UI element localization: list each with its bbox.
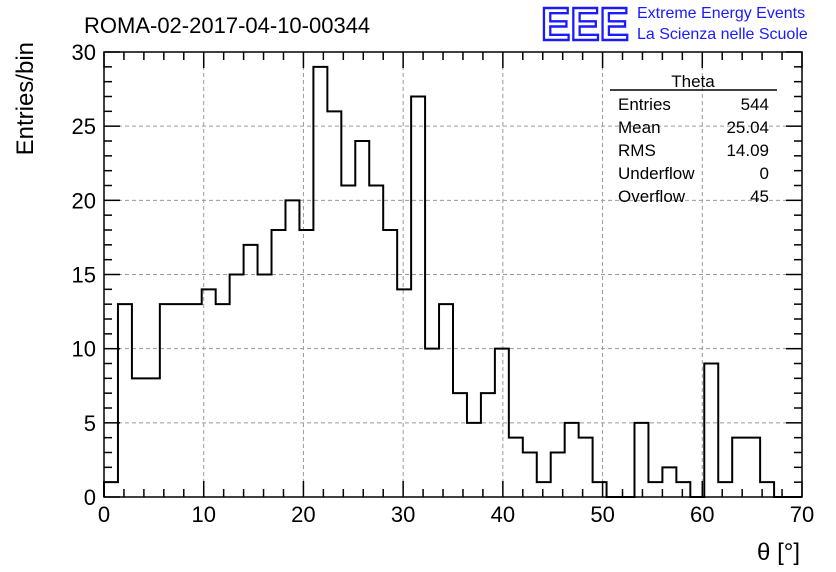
- x-axis-label: θ [°]: [757, 539, 800, 566]
- y-axis-tick-labels: 0 5 10 15 20 25 30: [72, 40, 96, 510]
- chart-title: ROMA-02-2017-04-10-00344: [84, 13, 370, 38]
- y-tick-label: 0: [84, 485, 96, 510]
- x-tick-label: 60: [690, 502, 714, 527]
- stats-value-entries: 544: [741, 95, 769, 114]
- stats-label-entries: Entries: [618, 95, 671, 114]
- grid-lines: [104, 52, 802, 497]
- histogram-outline: [103, 65, 802, 498]
- stats-label-underflow: Underflow: [618, 164, 695, 183]
- x-tick-label: 10: [191, 502, 215, 527]
- eee-logo-line1: Extreme Energy Events: [637, 5, 805, 22]
- y-tick-label: 10: [72, 337, 96, 362]
- y-tick-label: 25: [72, 114, 96, 139]
- stats-box: Theta Entries 544 Mean 25.04 RMS 14.09 U…: [610, 72, 777, 206]
- stats-label-mean: Mean: [618, 118, 661, 137]
- y-tick-label: 5: [84, 411, 96, 436]
- eee-logo-line2: La Scienza nelle Scuole: [637, 26, 808, 43]
- stats-value-mean: 25.04: [726, 118, 769, 137]
- stats-value-underflow: 0: [760, 164, 769, 183]
- x-axis-tick-labels: 0 10 20 30 40 50 60 70: [98, 502, 814, 527]
- x-tick-label: 50: [590, 502, 614, 527]
- stats-value-rms: 14.09: [726, 141, 769, 160]
- stats-box-title: Theta: [671, 72, 715, 91]
- eee-logo-mark: EEE: [541, 0, 629, 50]
- stats-value-overflow: 45: [750, 187, 769, 206]
- x-tick-label: 0: [98, 502, 110, 527]
- y-axis-label: Entries/bin: [12, 42, 39, 155]
- x-tick-label: 30: [391, 502, 415, 527]
- y-tick-label: 30: [72, 40, 96, 65]
- x-tick-label: 40: [491, 502, 515, 527]
- eee-logo: EEE Extreme Energy Events La Scienza nel…: [540, 0, 808, 51]
- x-tick-label: 20: [291, 502, 315, 527]
- y-tick-label: 15: [72, 263, 96, 288]
- x-tick-label: 70: [790, 502, 814, 527]
- y-tick-label: 20: [72, 188, 96, 213]
- stats-label-rms: RMS: [618, 141, 656, 160]
- axis-ticks: [103, 51, 803, 498]
- stats-label-overflow: Overflow: [618, 187, 686, 206]
